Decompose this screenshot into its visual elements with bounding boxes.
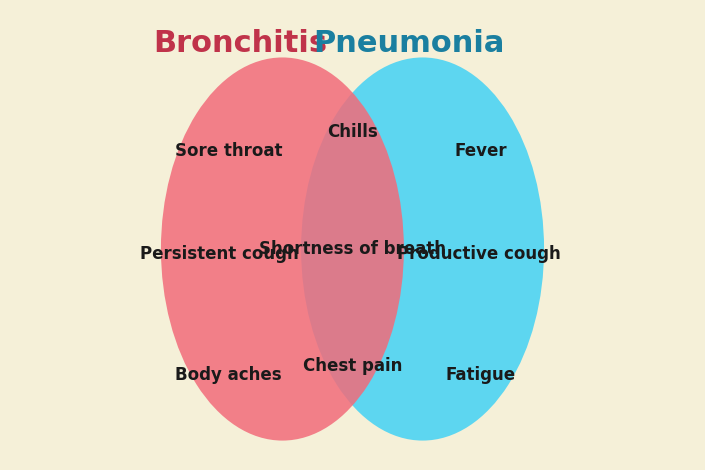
- Text: Fatigue: Fatigue: [446, 366, 516, 384]
- Text: Sore throat: Sore throat: [175, 142, 283, 160]
- Text: Chest pain: Chest pain: [303, 357, 402, 375]
- Text: Body aches: Body aches: [176, 366, 282, 384]
- Text: Persistent cough: Persistent cough: [140, 245, 299, 263]
- Text: Bronchitis: Bronchitis: [153, 29, 327, 58]
- Text: Fever: Fever: [455, 142, 508, 160]
- Text: Pneumonia: Pneumonia: [313, 29, 504, 58]
- Ellipse shape: [161, 57, 404, 440]
- Ellipse shape: [301, 57, 544, 440]
- Text: Chills: Chills: [327, 123, 378, 141]
- Text: Productive cough: Productive cough: [397, 245, 560, 263]
- Text: Shortness of breath: Shortness of breath: [259, 240, 446, 258]
